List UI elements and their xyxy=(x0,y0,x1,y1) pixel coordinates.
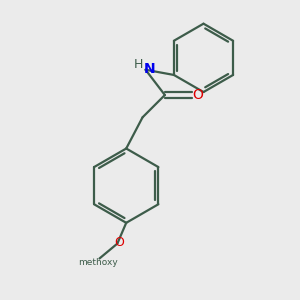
Text: N: N xyxy=(144,62,156,76)
Text: methoxy: methoxy xyxy=(78,258,118,267)
Text: H: H xyxy=(134,58,143,71)
Text: O: O xyxy=(192,88,203,102)
Text: O: O xyxy=(114,236,124,249)
